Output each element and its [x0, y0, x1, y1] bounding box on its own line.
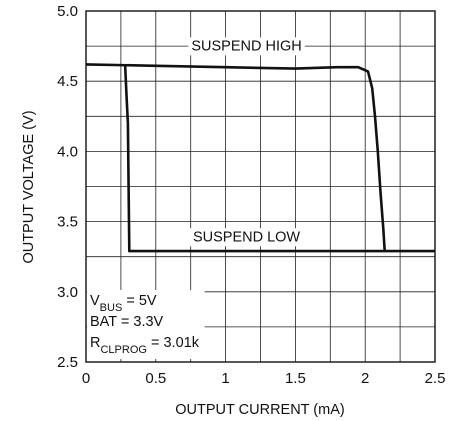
series-group	[85, 63, 435, 253]
plot-border	[85, 10, 436, 363]
condition-line: RCLPROG = 3.01k	[90, 335, 200, 356]
y-tick-label: 5.0	[57, 3, 78, 20]
x-tick-label: 2	[361, 370, 369, 387]
x-tick-label: 0.5	[145, 370, 166, 387]
series-line-suspend-low	[123, 64, 435, 253]
conditions-background	[87, 290, 205, 359]
series-annotation: SUSPEND HIGH	[191, 38, 301, 54]
y-axis-label: OUTPUT VOLTAGE (V)	[21, 110, 37, 263]
x-axis-label: OUTPUT CURRENT (mA)	[175, 402, 344, 418]
x-tick-label: 1.5	[285, 370, 306, 387]
y-tick-label: 4.5	[57, 73, 78, 90]
plot-frame	[85, 10, 436, 363]
annotation-background	[189, 228, 304, 247]
y-tick-label: 3.0	[57, 284, 78, 301]
series-line-suspend-high	[85, 63, 386, 252]
x-tick-label: 1	[221, 370, 229, 387]
condition-line: BAT = 3.3V	[90, 314, 164, 330]
condition-line: VBUS = 5V	[90, 293, 157, 314]
y-tick-label: 4.0	[57, 143, 78, 160]
x-tick-label: 0	[82, 370, 90, 387]
annotations: SUSPEND HIGH SUSPEND LOW	[188, 37, 305, 247]
x-tick-label: 2.5	[425, 370, 446, 387]
annotation-background	[188, 37, 305, 56]
tick-labels: 0 0.5 1 1.5 2 2.5 2.5 3.0 3.5 4.0 4.5 5.0	[57, 3, 445, 387]
y-tick-label: 3.5	[57, 214, 78, 231]
series-annotation: SUSPEND LOW	[193, 229, 300, 245]
y-tick-label: 2.5	[57, 354, 78, 371]
